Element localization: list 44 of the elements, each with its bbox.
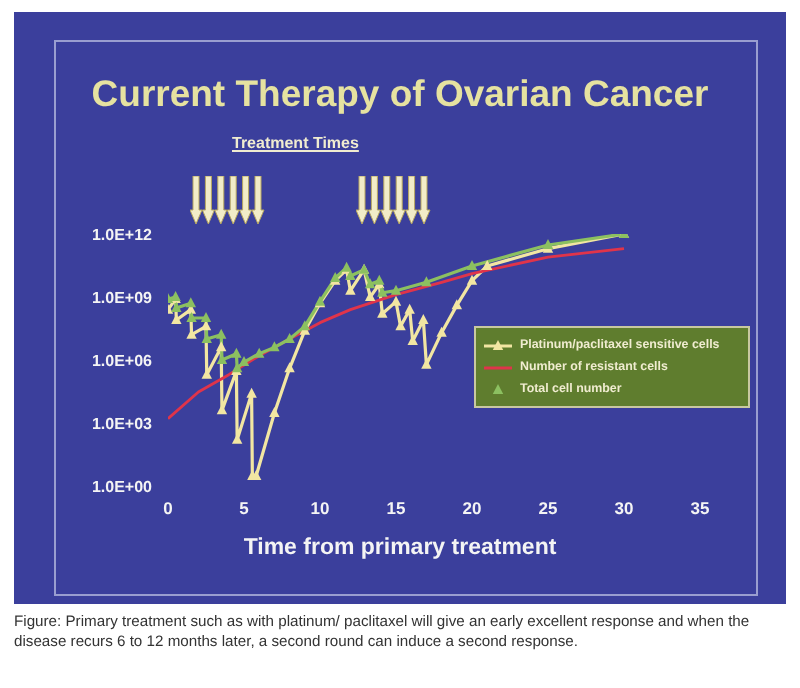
- y-tick-label: 1.0E+06: [91, 351, 154, 370]
- point: [377, 286, 388, 297]
- point: [451, 299, 462, 310]
- point: [171, 301, 182, 312]
- point: [231, 347, 242, 358]
- point: [246, 387, 257, 398]
- point: [185, 297, 196, 308]
- point: [284, 362, 295, 373]
- point: [171, 314, 182, 325]
- x-tick-label: 20: [462, 498, 482, 519]
- x-tick-label: 25: [538, 498, 558, 519]
- point: [364, 278, 376, 289]
- x-tick-label: 35: [690, 498, 710, 519]
- point: [216, 341, 227, 352]
- point: [238, 356, 250, 367]
- x-tick-label: 5: [239, 498, 250, 519]
- text: Treatment Times: [232, 134, 359, 152]
- point: [421, 276, 432, 287]
- point: [390, 295, 402, 306]
- y-tick-label: 1.0E+03: [91, 414, 154, 433]
- point: [482, 259, 493, 270]
- point: [200, 312, 212, 322]
- x-tick-label: 0: [163, 498, 174, 519]
- point: [364, 291, 376, 301]
- x-tick-label: 10: [310, 498, 330, 519]
- y-tick-label: 1.0E+12: [91, 225, 154, 244]
- point: [269, 406, 280, 417]
- point: [466, 259, 478, 270]
- point: [186, 312, 197, 322]
- chart-title: Current Therapy of Ovarian Cancer: [89, 72, 711, 116]
- point: [216, 328, 227, 339]
- point: [345, 270, 356, 280]
- point: [466, 274, 478, 285]
- point: [254, 347, 265, 358]
- x-tick-label: 30: [614, 498, 634, 519]
- x-tick-label: 15: [386, 498, 406, 519]
- point: [269, 341, 280, 352]
- point: [436, 326, 447, 337]
- point: [418, 314, 429, 325]
- x-axis-title: Time from primary treatment: [241, 536, 559, 560]
- y-tick-label: 1.0E+09: [91, 288, 154, 307]
- point: [404, 303, 415, 314]
- y-tick-label: 1.0E+00: [91, 477, 154, 496]
- point: [390, 284, 402, 295]
